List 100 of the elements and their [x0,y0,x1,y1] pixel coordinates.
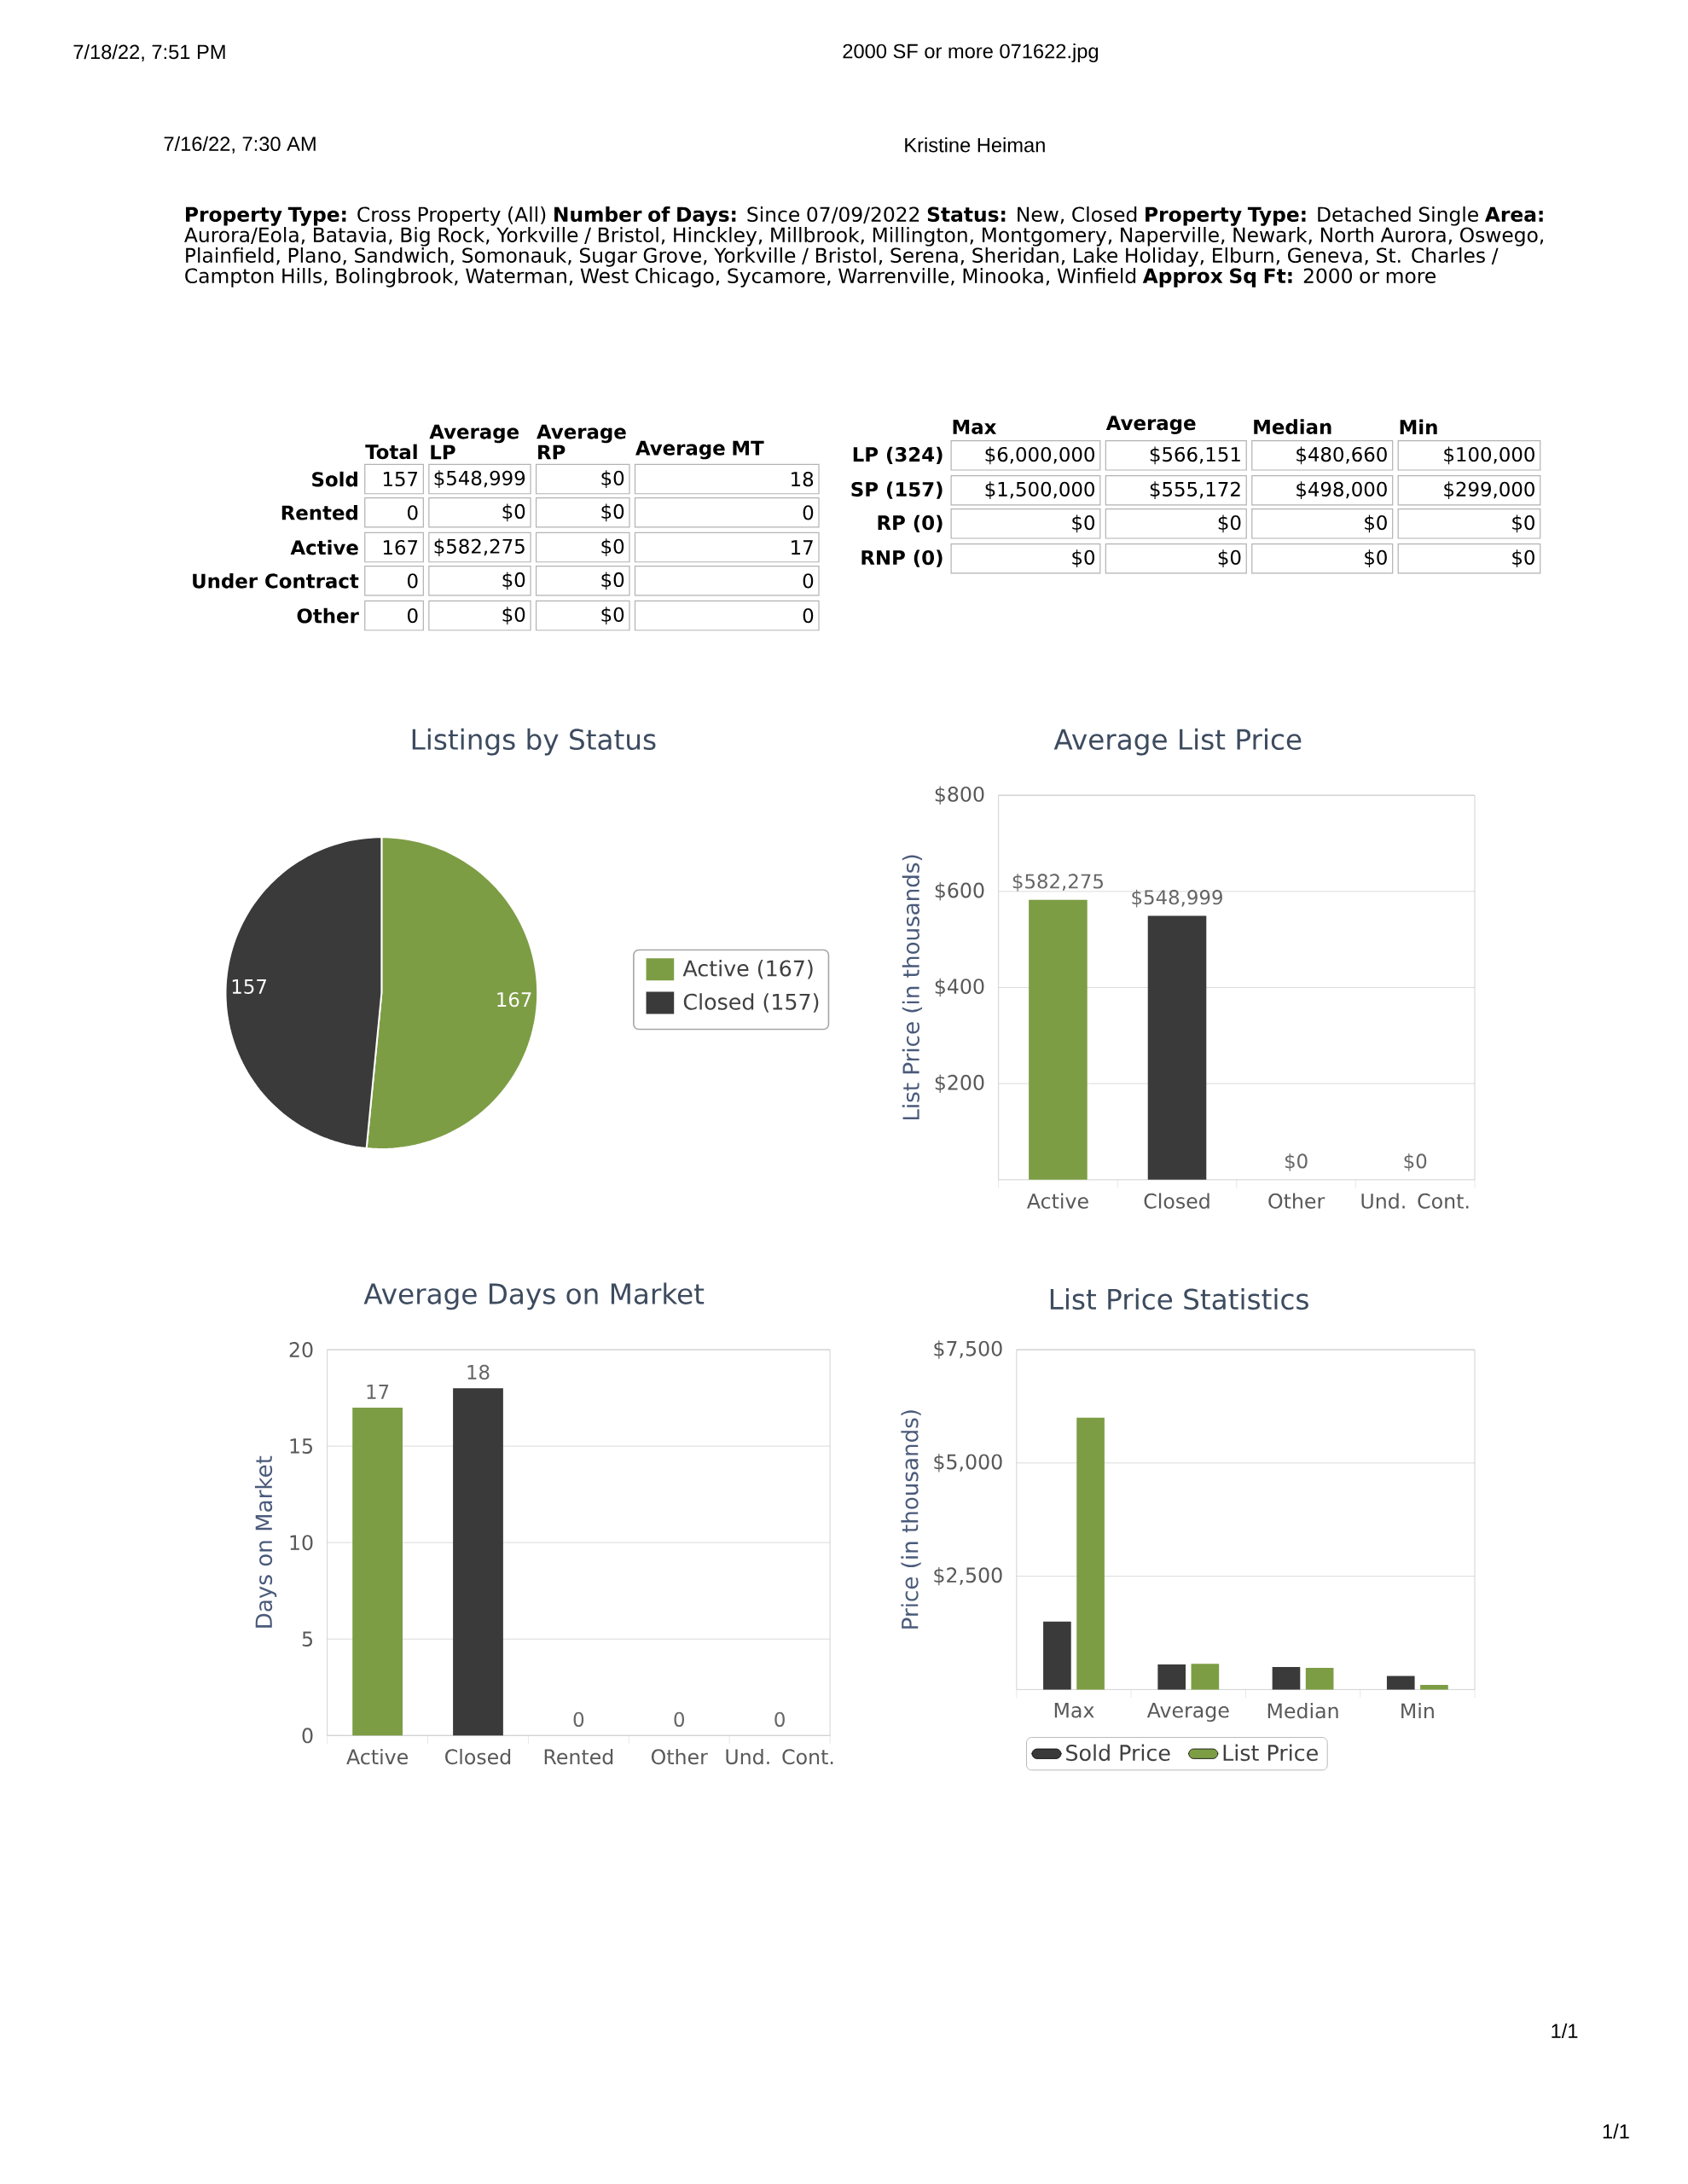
bar [1387,1676,1415,1690]
text: $1,500,000 [985,481,1095,500]
category-label: Average [1105,415,1196,434]
x-tick-label: Other [652,1748,708,1765]
bar [1420,1685,1448,1690]
text: $0 [1072,549,1095,568]
text: 0 [408,505,418,520]
category-label: Average LP [429,424,519,460]
bar [1305,1667,1334,1690]
x-tick-label: Median [1267,1703,1338,1719]
y-tick-label: $800 [935,786,984,804]
text: $0 [502,572,525,590]
y-tick-label: 0 [302,1728,313,1744]
chart-title: Listings by Status [412,728,656,756]
legend-label: Active (167) [682,960,813,979]
text: $0 [1512,514,1535,533]
category-label: Max [953,419,997,434]
category-label: Average RP [537,424,626,460]
text: $0 [601,572,624,590]
bar [1076,1417,1105,1690]
annotation: $0 [1404,1153,1427,1171]
annotation: $0 [1285,1153,1308,1171]
y-axis-title: Price (in thousands) [901,1410,921,1629]
data-label: 0 [774,1711,785,1728]
text: 0 [803,607,814,624]
text: 1/1 [1603,2123,1629,2139]
bar [1191,1664,1220,1690]
text: $0 [1365,549,1387,568]
text: 0 [408,607,418,624]
y-tick-label: $5,000 [934,1454,1002,1472]
category-label: Rented [281,504,358,520]
data-label: 18 [467,1364,490,1380]
category-label: Under Contract [193,572,359,589]
data-label: 17 [367,1385,389,1399]
category-label: Total [365,444,417,460]
text: 167 [384,539,418,555]
text: $100,000 [1444,446,1535,465]
y-tick-label: 20 [289,1342,313,1358]
text: $0 [1072,514,1095,533]
text: $480,660 [1296,446,1387,465]
text: 7/16/22, 7:30 AM [164,136,316,154]
y-tick-label: $7,500 [934,1340,1002,1359]
legend-label: Sold Price [1066,1744,1170,1762]
text: $0 [502,607,525,624]
text: $0 [1365,514,1387,533]
x-tick-label: Other [1268,1193,1325,1209]
text: 0 [803,505,814,520]
text: $0 [1512,549,1535,568]
text: 17 [792,540,813,555]
y-tick-label: $2,500 [934,1566,1002,1586]
x-tick-label: Active [346,1748,409,1765]
chart-title: List Price Statistics [1050,1287,1308,1310]
y-axis-title: Days on Market [255,1455,277,1628]
category-label: Min [1400,419,1437,434]
annotation: $548,999 [1132,889,1222,908]
data-label: 167 [497,991,531,1008]
text: $0 [1218,549,1241,568]
x-tick-label: Min [1401,1703,1434,1718]
data-label: 157 [232,979,267,995]
y-tick-label: 10 [290,1535,313,1551]
x-tick-label: Max [1054,1703,1094,1718]
text: $0 [601,538,624,556]
text: $0 [502,503,525,522]
text: $6,000,000 [985,446,1095,465]
bar [1272,1666,1301,1690]
category-label: RNP (0) [861,549,943,567]
category-label: SP (157) [851,481,943,499]
text: $0 [601,470,624,488]
text: 157 [384,472,418,487]
text: 0 [803,573,814,589]
x-tick-label: Average [1146,1703,1229,1722]
text: $498,000 [1296,481,1387,500]
x-tick-label: Und. Cont. [1361,1193,1469,1209]
category-label: Median [1254,419,1331,434]
category-label: Average MT [635,440,764,460]
text: 7/18/22, 7:51 PM [73,44,225,62]
y-tick-label: $400 [935,978,984,997]
bar [1043,1621,1071,1690]
text: $0 [1218,514,1241,533]
text: $566,151 [1150,446,1240,465]
annotation: $582,275 [1012,873,1104,892]
text: $0 [601,607,624,624]
text: $0 [601,503,624,522]
category-label: LP (324) [853,446,943,465]
text: 18 [792,471,814,487]
y-tick-label: $600 [935,882,984,901]
y-tick-label: 5 [302,1631,313,1647]
text: $555,172 [1150,481,1240,500]
category-label: Other [297,607,359,624]
legend-label: Closed (157) [683,993,819,1013]
text: $548,999 [434,470,525,488]
y-tick-label: $200 [935,1074,984,1093]
x-tick-label: Closed [445,1748,511,1765]
chart-title: Average List Price [1053,728,1302,756]
text: $299,000 [1444,481,1535,500]
category-label: Sold [312,471,358,487]
x-tick-label: Active [1027,1193,1088,1209]
bar [1157,1664,1186,1690]
x-tick-label: Und. Cont. [726,1748,833,1765]
category-label: RP (0) [878,514,943,533]
